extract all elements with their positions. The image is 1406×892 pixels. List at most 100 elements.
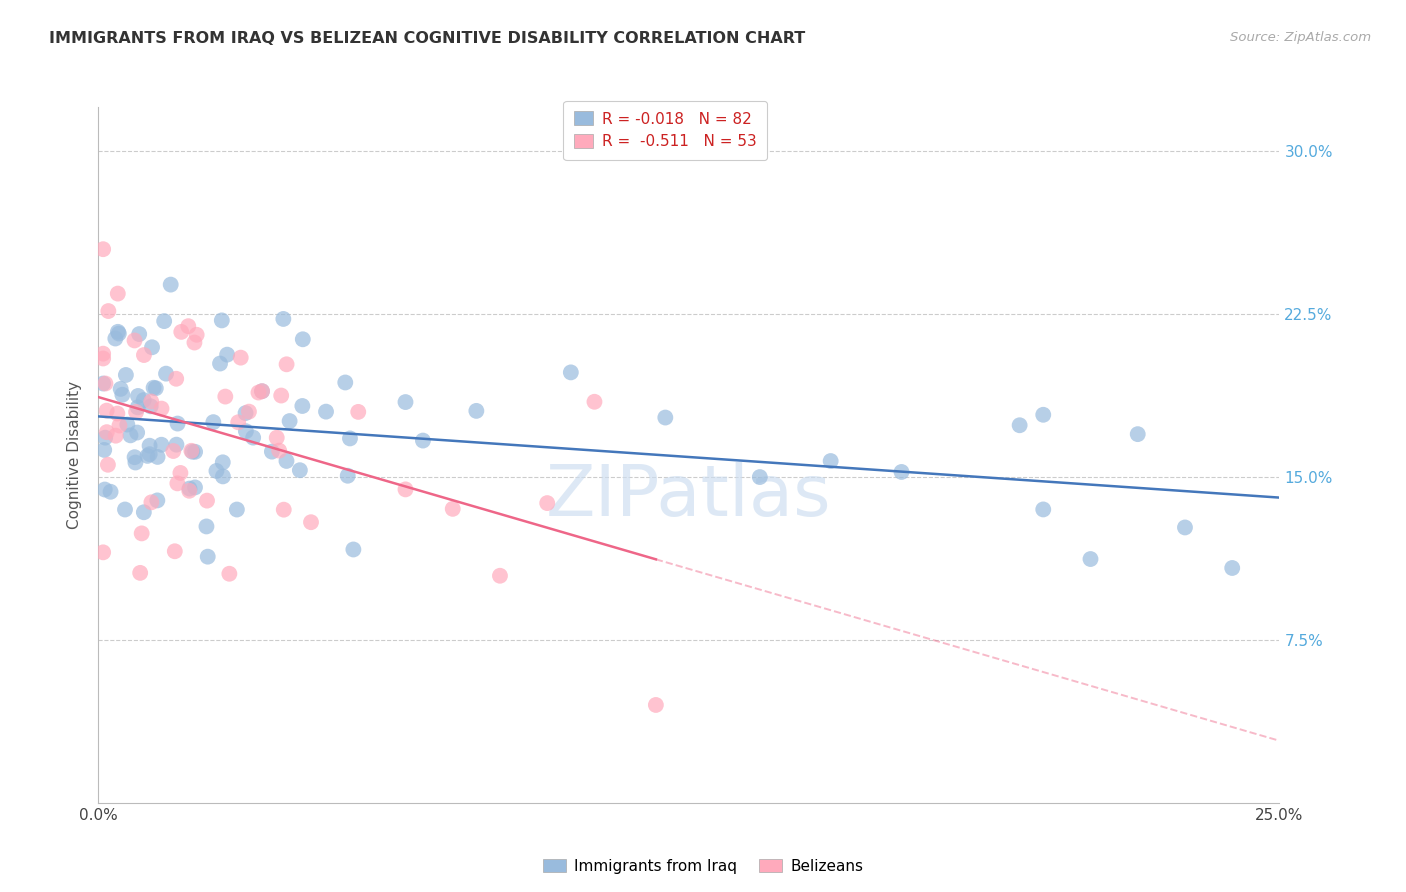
Point — [226, 415, 249, 429]
Point — [217, 348, 239, 362]
Point — [138, 447, 160, 461]
Point — [270, 388, 292, 402]
Point — [96, 425, 118, 439]
Point — [96, 403, 118, 417]
Point — [202, 415, 225, 429]
Point — [141, 495, 163, 509]
Text: ZIPatlas: ZIPatlas — [546, 462, 832, 531]
Point — [197, 549, 219, 564]
Point — [315, 404, 337, 418]
Point — [166, 437, 188, 451]
Point — [165, 372, 187, 386]
Y-axis label: Cognitive Disability: Cognitive Disability — [67, 381, 83, 529]
Point — [162, 444, 184, 458]
Point — [1008, 418, 1031, 433]
Point — [299, 515, 322, 529]
Point — [91, 376, 114, 391]
Point — [242, 431, 264, 445]
Point — [441, 501, 464, 516]
Point — [166, 476, 188, 491]
Point — [820, 454, 842, 468]
Point — [195, 493, 218, 508]
Point — [394, 395, 416, 409]
Point — [94, 376, 117, 391]
Point — [105, 407, 128, 421]
Point — [560, 365, 582, 379]
Point — [153, 314, 176, 328]
Point — [127, 389, 149, 403]
Point — [107, 286, 129, 301]
Point — [342, 542, 364, 557]
Legend: R = -0.018   N = 82, R =  -0.511   N = 53: R = -0.018 N = 82, R = -0.511 N = 53 — [564, 101, 768, 160]
Point — [583, 394, 606, 409]
Point — [269, 443, 291, 458]
Point — [107, 325, 129, 339]
Point — [654, 410, 676, 425]
Point — [145, 381, 167, 395]
Point — [225, 502, 247, 516]
Point — [132, 348, 155, 362]
Point — [142, 381, 165, 395]
Point — [166, 417, 188, 431]
Point — [110, 382, 132, 396]
Point — [115, 368, 138, 382]
Point — [91, 242, 114, 256]
Point — [91, 545, 114, 559]
Point — [155, 367, 177, 381]
Point — [1032, 408, 1054, 422]
Point — [93, 442, 115, 457]
Point — [138, 439, 160, 453]
Point — [335, 376, 357, 390]
Point — [120, 428, 142, 442]
Point — [125, 405, 148, 419]
Text: Source: ZipAtlas.com: Source: ZipAtlas.com — [1230, 31, 1371, 45]
Point — [211, 455, 233, 469]
Point — [114, 502, 136, 516]
Point — [146, 450, 169, 464]
Point — [250, 384, 273, 399]
Point — [184, 480, 207, 494]
Point — [132, 505, 155, 519]
Point — [159, 277, 181, 292]
Point — [111, 388, 134, 402]
Point — [117, 417, 139, 432]
Point — [1080, 552, 1102, 566]
Point — [127, 425, 149, 440]
Point — [127, 401, 149, 415]
Point — [124, 450, 146, 465]
Point — [278, 414, 301, 428]
Point — [214, 390, 236, 404]
Point — [179, 482, 201, 496]
Point — [129, 566, 152, 580]
Point — [205, 464, 228, 478]
Point — [91, 346, 114, 360]
Point — [273, 502, 295, 516]
Legend: Immigrants from Iraq, Belizeans: Immigrants from Iraq, Belizeans — [537, 853, 869, 880]
Point — [211, 313, 233, 327]
Point — [104, 428, 127, 442]
Point — [124, 334, 146, 348]
Point — [1032, 502, 1054, 516]
Point — [146, 493, 169, 508]
Point — [97, 458, 120, 472]
Point — [141, 340, 163, 354]
Point — [291, 399, 314, 413]
Point — [180, 443, 202, 458]
Point — [139, 400, 162, 414]
Point — [238, 404, 260, 418]
Point — [179, 483, 201, 498]
Point — [150, 401, 173, 416]
Point — [132, 393, 155, 408]
Point — [104, 331, 127, 345]
Point — [276, 357, 298, 371]
Point — [247, 385, 270, 400]
Point — [128, 327, 150, 342]
Point — [181, 444, 204, 458]
Point — [131, 526, 153, 541]
Point — [94, 431, 117, 445]
Point — [260, 444, 283, 458]
Point — [212, 469, 235, 483]
Point — [94, 483, 117, 497]
Point — [1126, 427, 1149, 442]
Point — [177, 319, 200, 334]
